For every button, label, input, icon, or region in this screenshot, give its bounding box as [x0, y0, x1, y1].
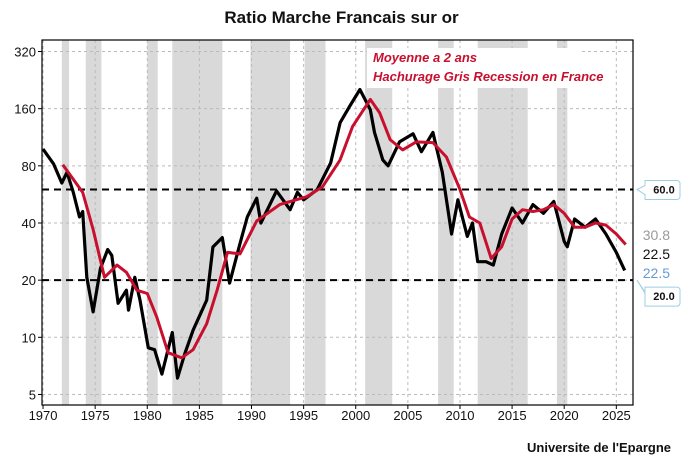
x-tick-label: 1985 — [185, 408, 214, 423]
chart-title: Ratio Marche Francais sur or — [224, 8, 459, 27]
plot-frame — [41, 39, 634, 406]
x-tick-label: 1990 — [237, 408, 266, 423]
callout-20.0: 20.0 — [636, 279, 681, 307]
recession-band — [85, 40, 102, 405]
y-tick-label: 5 — [29, 387, 36, 402]
y-tick-label: 10 — [22, 330, 36, 345]
x-tick-label: 2005 — [393, 408, 422, 423]
y-tick-label: 160 — [14, 102, 36, 117]
callout-label: 20.0 — [653, 291, 674, 303]
x-tick-label: 1970 — [29, 408, 58, 423]
x-tick-label: 2015 — [498, 408, 527, 423]
callout-label: 60.0 — [653, 185, 674, 197]
x-tick-label: 1980 — [133, 408, 162, 423]
y-tick-label: 80 — [22, 159, 36, 174]
x-tick-label: 2010 — [446, 408, 475, 423]
source-label: Universite de l'Epargne — [527, 440, 671, 455]
y-tick-label: 320 — [14, 45, 36, 60]
recession-band — [61, 40, 70, 405]
recession-band — [172, 40, 223, 405]
last-value-label: 30.8 — [643, 227, 670, 243]
last-value-label: 22.5 — [643, 265, 670, 281]
y-tick-label: 20 — [22, 273, 36, 288]
annotation-text: Moyenne a 2 ans — [373, 50, 477, 65]
ratio-line — [41, 87, 627, 380]
recession-band — [304, 40, 326, 405]
x-tick-label: 1975 — [81, 408, 110, 423]
x-tick-label: 2025 — [602, 408, 631, 423]
last-value-label: 22.5 — [643, 246, 670, 262]
y-tick-label: 40 — [22, 216, 36, 231]
callout-60.0: 60.0 — [635, 180, 681, 201]
annotation-text: Hachurage Gris Recession en France — [373, 69, 603, 84]
moving-average-line — [61, 97, 627, 360]
callout-box — [635, 180, 681, 201]
x-tick-label: 2020 — [550, 408, 579, 423]
annotation-background — [367, 48, 582, 88]
x-tick-label: 1995 — [289, 408, 318, 423]
recession-band — [556, 40, 568, 405]
x-tick-label: 2000 — [341, 408, 370, 423]
callout-box — [636, 279, 681, 307]
